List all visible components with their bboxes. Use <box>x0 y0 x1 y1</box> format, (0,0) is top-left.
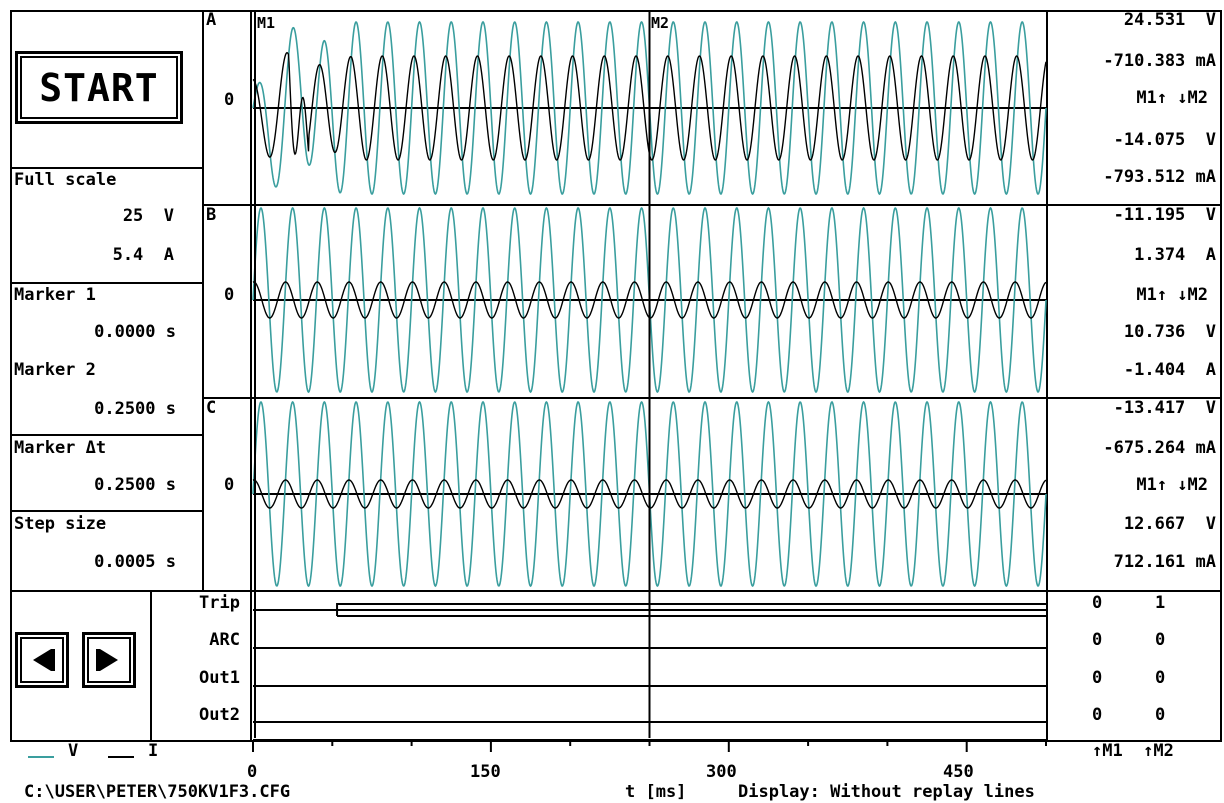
left-panel-divider <box>202 10 204 590</box>
frame-bottom <box>10 740 1222 742</box>
marker1-label: Marker 1 <box>14 285 96 305</box>
marker2-label: Marker 2 <box>14 360 96 380</box>
digital-out1-m1: 0 <box>1092 668 1103 688</box>
digital-arc-m1: 0 <box>1092 630 1103 650</box>
x-axis-unit: t [ms] <box>625 782 687 802</box>
digital-out1-m2: 0 <box>1155 668 1166 688</box>
channel-a-i1: -710.383 mA <box>1103 51 1216 71</box>
channel-b-voltage-trace <box>252 206 1047 394</box>
channel-a-zero: 0 <box>224 90 235 110</box>
channel-c-label: C <box>206 398 217 418</box>
marker2-value: 0.2500 s <box>94 399 176 419</box>
step-size-value: 0.0005 s <box>94 552 176 572</box>
digital-out2-m2: 0 <box>1155 705 1166 725</box>
digital-out1-label: Out1 <box>199 668 240 688</box>
plot-right-divider <box>1046 10 1048 740</box>
legend-voltage-swatch <box>28 756 54 758</box>
channel-b-i1: 1.374 A <box>1134 245 1216 265</box>
step-size-label: Step size <box>14 514 107 534</box>
channel-c-v2: 12.667 V <box>1123 514 1216 534</box>
channel-a-i2: -793.512 mA <box>1103 167 1216 187</box>
channel-a-current-trace <box>252 51 1047 161</box>
digital-trip-m1: 0 <box>1092 593 1103 613</box>
marker1-value: 0.0000 s <box>94 322 176 342</box>
digital-out2-label: Out2 <box>199 705 240 725</box>
display-mode: Display: Without replay lines <box>738 782 1035 802</box>
legend-current-label: I <box>148 741 159 761</box>
x-tick-300: 300 <box>706 762 737 782</box>
digital-trip-high-trace <box>336 603 1046 616</box>
frame-top <box>10 10 1222 12</box>
left-sep-3 <box>10 434 202 436</box>
previous-button[interactable] <box>15 632 69 688</box>
full-scale-label: Full scale <box>14 170 117 190</box>
channel-c-marker-arrows: M1↑ ↓M2 <box>1136 475 1208 495</box>
channel-c-voltage-trace <box>252 400 1047 588</box>
channel-c-i2: 712.161 mA <box>1113 552 1216 572</box>
channel-a-voltage-trace <box>252 20 1047 196</box>
channel-c-current-trace <box>252 479 1047 509</box>
marker-1-label[interactable]: M1 <box>257 14 276 32</box>
file-path: C:\USER\PETER\750KV1F3.CFG <box>24 782 291 802</box>
channel-a-v1: 24.531 V <box>1123 10 1216 30</box>
channel-b-label: B <box>206 205 217 225</box>
channel-b-i2: -1.404 A <box>1123 360 1216 380</box>
channel-a-label: A <box>206 10 217 30</box>
legend-voltage-label: V <box>68 741 79 761</box>
channel-b-marker-arrows: M1↑ ↓M2 <box>1136 285 1208 305</box>
channel-b-current-trace <box>252 281 1047 319</box>
channel-b-v1: -11.195 V <box>1113 205 1216 225</box>
digital-divider <box>10 590 1222 592</box>
arrow-right-icon <box>96 649 118 671</box>
plot-left-divider <box>250 10 252 740</box>
start-button[interactable]: START <box>15 51 183 124</box>
channel-b-v2: 10.736 V <box>1123 322 1216 342</box>
digital-arc-m2: 0 <box>1155 630 1166 650</box>
left-sep-2 <box>10 282 202 284</box>
marker-2-label[interactable]: M2 <box>651 14 670 32</box>
marker-footer: ↑M1 ↑M2 <box>1092 741 1174 761</box>
legend-current-swatch <box>108 756 134 758</box>
left-sep-1 <box>10 167 202 169</box>
channel-b-zero: 0 <box>224 285 235 305</box>
marker-dt-label: Marker Δt <box>14 438 107 458</box>
left-sep-4 <box>10 510 202 512</box>
frame-left <box>10 10 12 740</box>
channel-divider-ab <box>202 204 1222 206</box>
digital-out2-m1: 0 <box>1092 705 1103 725</box>
x-tick-0: 0 <box>247 762 258 782</box>
channel-a-marker-arrows: M1↑ ↓M2 <box>1136 88 1208 108</box>
voltage-scale: 25 V <box>122 206 174 226</box>
digital-trip-m2: 1 <box>1155 593 1166 613</box>
channel-a-v2: -14.075 V <box>1113 130 1216 150</box>
channel-c-zero: 0 <box>224 475 235 495</box>
channel-c-i1: -675.264 mA <box>1103 438 1216 458</box>
current-scale: 5.4 A <box>112 245 174 265</box>
marker-dt-value: 0.2500 s <box>94 475 176 495</box>
x-tick-150: 150 <box>470 762 501 782</box>
channel-c-v1: -13.417 V <box>1113 398 1216 418</box>
x-tick-450: 450 <box>943 762 974 782</box>
frame-right <box>1220 10 1222 740</box>
channel-divider-bc <box>202 397 1222 399</box>
digital-trip-label: Trip <box>199 593 240 613</box>
arrow-left-icon <box>33 649 55 671</box>
digital-arc-label: ARC <box>209 630 240 650</box>
digital-label-divider <box>150 590 152 740</box>
next-button[interactable] <box>82 632 136 688</box>
